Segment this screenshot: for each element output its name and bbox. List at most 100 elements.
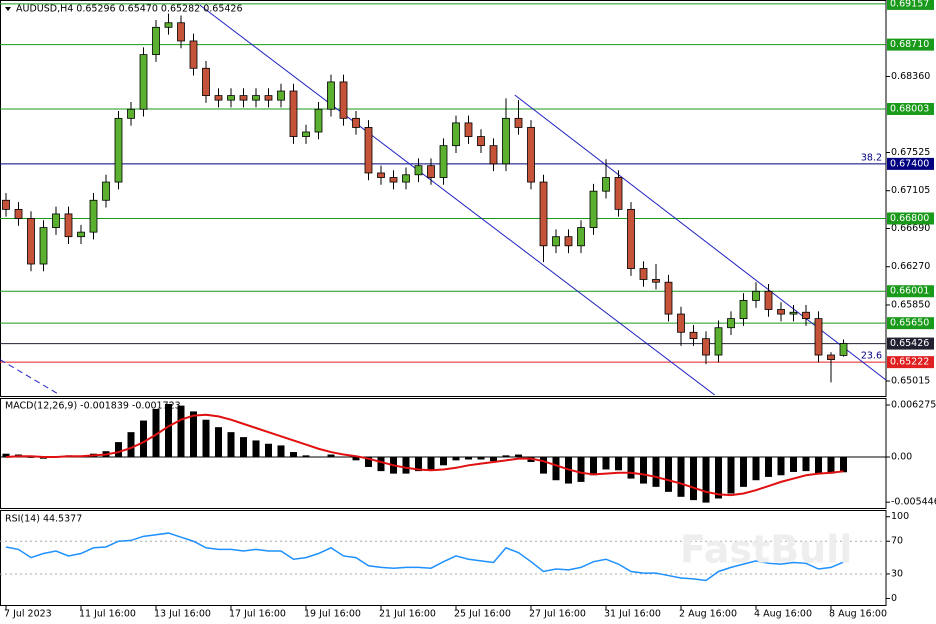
rsi-panel [0, 510, 887, 606]
candle-body [827, 354, 835, 360]
macd-bar [840, 457, 847, 473]
level-label: 0.65222 [890, 357, 929, 368]
y-tick-label: 30 [891, 568, 903, 579]
candle-body [239, 95, 248, 101]
macd-bar [365, 457, 372, 467]
macd-bar [627, 457, 635, 479]
candle-body [677, 313, 685, 333]
macd-bar [652, 457, 660, 487]
candle-body [77, 231, 85, 238]
macd-bar [590, 457, 597, 476]
x-tick-label: 27 Jul 16:00 [529, 609, 586, 620]
candle-body [589, 190, 598, 228]
candle-body [127, 108, 135, 119]
candle-body [439, 145, 448, 178]
macd-bar [577, 457, 585, 482]
macd-bar [165, 403, 172, 458]
candle-body [802, 311, 810, 320]
axes: 0.68360 0.67525 0.67105 0.66690 0.66270 0.658… [4, 0, 936, 620]
level-label-box [887, 317, 934, 330]
rsi-title: RSI(14) 44.5377 [5, 514, 82, 525]
candle-body [264, 95, 273, 101]
price-panel [0, 0, 887, 397]
macd-bar [677, 457, 685, 497]
candle-body [27, 218, 35, 265]
y-tick-label: -0.005446 [891, 497, 936, 508]
macd-panel [0, 398, 887, 509]
macd-bar [352, 457, 360, 461]
candle-body [414, 165, 423, 176]
candle-body [327, 81, 335, 110]
level-label: 0.69157 [890, 0, 929, 9]
macd-bar [277, 445, 285, 458]
candle-body [64, 213, 73, 238]
macd-bar [127, 432, 135, 458]
level-label-box [887, 356, 934, 369]
x-tick-label: 13 Jul 16:00 [154, 609, 211, 620]
y-tick-label: 0.66270 [891, 261, 930, 272]
y-tick-label: 0.68360 [891, 71, 930, 82]
level-label-box [887, 285, 934, 298]
macd-bar [465, 457, 472, 460]
candle-body [14, 208, 23, 219]
level-label: 0.67400 [890, 158, 929, 169]
macd-bar [240, 437, 247, 458]
macd-bar [740, 457, 747, 487]
macd-bar [827, 457, 835, 474]
macd-bar [140, 420, 147, 458]
level-label: 0.66800 [890, 213, 929, 224]
macd-bar [315, 457, 322, 458]
candle-body [627, 208, 635, 269]
candle-body [314, 108, 323, 133]
y-tick-label: 0.00 [891, 452, 912, 463]
macd-bar [440, 457, 447, 466]
y-tick-label: 0.67525 [891, 147, 930, 158]
x-tick-label: 7 Jul 2023 [4, 609, 52, 620]
signal-line [5, 413, 844, 497]
candle-body [814, 318, 823, 356]
macd-bar [602, 457, 610, 470]
rsi-plot [0, 532, 886, 582]
level-label-box [887, 0, 934, 10]
macd-bar [477, 457, 485, 460]
macd-bar [27, 457, 35, 458]
candle-body [502, 117, 510, 165]
macd-bar [290, 452, 297, 458]
candle-body [602, 177, 610, 192]
candle-body [2, 199, 10, 210]
candle-body [664, 281, 673, 315]
macd-bar [765, 457, 772, 477]
candle-body [189, 40, 198, 69]
candle-body [252, 95, 260, 101]
level-label: 0.68003 [890, 103, 929, 114]
candle-body [214, 95, 223, 101]
trendline [199, 4, 716, 396]
x-tick-label: 21 Jul 16:00 [379, 609, 436, 620]
rsi-line [5, 532, 844, 582]
macd-bar [202, 419, 210, 458]
level-label: 0.68710 [890, 39, 929, 50]
candle-body [152, 26, 160, 56]
candle-body [277, 90, 285, 101]
candle-body [777, 309, 785, 315]
candle-body [452, 122, 460, 147]
candle-body [514, 117, 523, 128]
candle-body [764, 290, 773, 310]
macd-bar [415, 457, 422, 472]
candle-body [52, 213, 60, 228]
macd-bar [490, 457, 497, 462]
macd-bar [502, 455, 510, 458]
y-tick-label: 0.66690 [891, 223, 930, 234]
trendline [514, 94, 886, 381]
menu-arrow [5, 7, 11, 11]
macd-bar [252, 440, 260, 458]
macd-bar [727, 457, 735, 494]
candle-body [477, 136, 485, 147]
x-tick-label: 17 Jul 16:00 [229, 609, 286, 620]
candle-body [202, 67, 210, 96]
candle-body [164, 22, 173, 28]
watermark: FastBull [680, 528, 852, 572]
y-tick-label: 70 [891, 536, 903, 547]
macd-bar [815, 457, 822, 474]
level-label: 0.65650 [890, 318, 929, 329]
